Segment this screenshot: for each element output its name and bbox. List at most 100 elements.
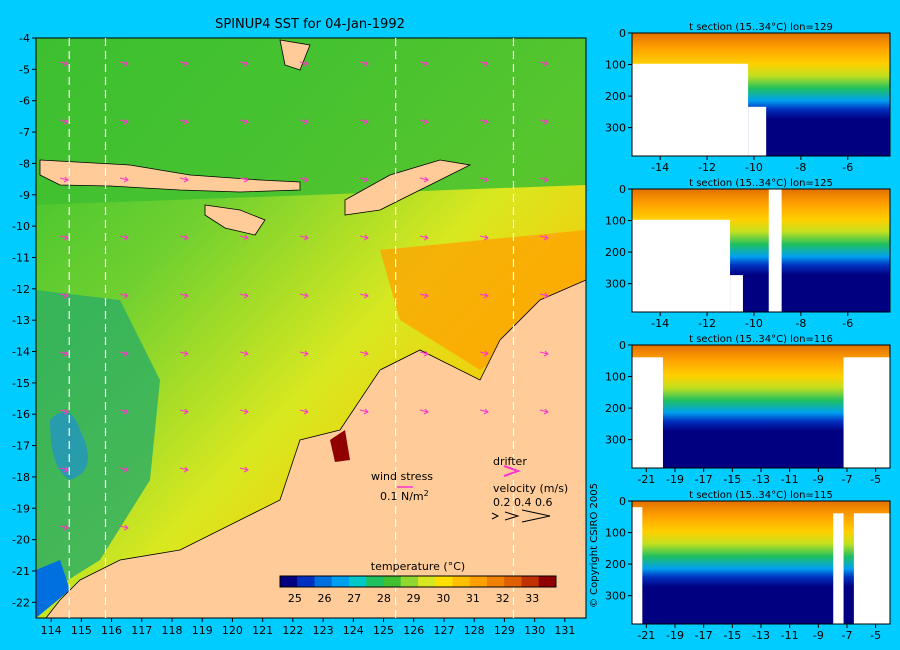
velocity-arrow (299, 292, 309, 299)
section-bottom-mask (730, 275, 743, 312)
velocity-arrow (239, 350, 249, 357)
section-x-tick-label: -10 (745, 161, 763, 174)
velocity-arrow (59, 176, 69, 183)
west-cool-patch (36, 290, 160, 600)
section-x-tick-label: -8 (795, 317, 806, 330)
colorbar-tick-label: 31 (466, 592, 480, 605)
velocity-values: 0.2 0.4 0.6 (493, 496, 552, 509)
section-x-tick-label: -15 (723, 473, 741, 486)
section-y-tick-label: 0 (619, 339, 626, 352)
velocity-arrow (119, 176, 129, 183)
section-bottom-mask (843, 357, 890, 468)
map-x-tick-label: 116 (101, 624, 122, 637)
section-y-tick-label: 200 (605, 90, 626, 103)
velocity-arrow (359, 408, 369, 415)
copyright: © Copyright CSIRO 2005 (589, 483, 600, 608)
map-x-tick-label: 129 (494, 624, 515, 637)
velocity-arrow (299, 234, 309, 241)
colorbar-tick-label: 33 (525, 592, 539, 605)
section-y-tick-label: 200 (605, 402, 626, 415)
velocity-arrow (359, 176, 369, 183)
velocity-arrow (239, 234, 249, 241)
velocity-arrow (119, 292, 129, 299)
section-lines (68, 38, 515, 618)
map-x-tick-label: 125 (373, 624, 394, 637)
section-x-tick-label: -17 (695, 629, 713, 642)
section-x-tick-label: -6 (842, 317, 853, 330)
map-y-tick-label: -20 (12, 534, 30, 547)
map-y-tick-label: -4 (19, 32, 30, 45)
section-x-tick-label: -5 (870, 473, 881, 486)
section-panel: t section (15..34°C) lon=129 -14 -12 -10 -8 -… (605, 22, 891, 174)
map-x-tick-label: 121 (252, 624, 273, 637)
colorbar (279, 575, 557, 588)
velocity-arrow (419, 176, 429, 183)
velocity-arrow (179, 234, 189, 241)
velocity-arrow (179, 176, 189, 183)
map-x-tick-label: 115 (71, 624, 92, 637)
colorbar-swatch (297, 576, 315, 587)
map-y-tick-label: -15 (12, 377, 30, 390)
map-x-tick-label: 124 (343, 624, 364, 637)
section-field (632, 501, 890, 624)
velocity-arrow (179, 408, 189, 415)
velocity-arrow (179, 466, 189, 473)
map-y-tick-label: -19 (12, 502, 30, 515)
section-x-tick-label: -9 (813, 629, 824, 642)
section-x-tick-label: -14 (651, 317, 669, 330)
colorbar-swatch (280, 576, 298, 587)
velocity-arrow (239, 60, 249, 67)
velocity-arrow (479, 292, 489, 299)
velocity-arrow (119, 60, 129, 67)
map-y-tick-label: -21 (12, 565, 30, 578)
section-y-tick-label: 300 (605, 122, 626, 135)
velocity-arrow (539, 408, 549, 415)
section-title: t section (15..34°C) lon=115 (689, 490, 833, 501)
map-y-tick-label: -11 (12, 251, 30, 264)
velocity-arrow (299, 408, 309, 415)
velocity-arrow (179, 292, 189, 299)
warm-coast-strip (330, 430, 350, 462)
map-x-tick-label: 122 (282, 624, 303, 637)
velocity-arrow (59, 234, 69, 241)
section-x-tick-label: -13 (752, 629, 770, 642)
island-sumba (204, 204, 266, 236)
section-y-tick-label: 100 (605, 527, 626, 540)
map-x-tick-label: 114 (41, 624, 62, 637)
velocity-arrow (179, 118, 189, 125)
colorbar-swatch (452, 576, 471, 587)
section-x-tick-label: -5 (870, 629, 881, 642)
section-y-tick-label: 300 (605, 590, 626, 603)
warm-northeast (380, 230, 586, 370)
section-bottom-mask (632, 219, 731, 312)
wind-stress-value: 0.1 N/m2 (380, 489, 429, 503)
colorbar-swatch (366, 576, 384, 587)
velocity-arrow (59, 524, 69, 531)
colorbar-tick-label: 29 (407, 592, 421, 605)
section-x-tick-label: -15 (723, 629, 741, 642)
velocity-arrow (119, 234, 129, 241)
drifter-icon (503, 465, 521, 477)
colorbar-swatch (504, 576, 522, 587)
velocity-arrow (419, 292, 429, 299)
section-y-tick-label: 0 (619, 27, 626, 40)
map-x-tick-label: 130 (524, 624, 545, 637)
colorbar-swatch (521, 576, 540, 587)
section-y-tick-label: 0 (619, 495, 626, 508)
velocity-arrow (539, 118, 549, 125)
velocity-arrow (479, 408, 489, 415)
section-y-tick-label: 100 (605, 215, 626, 228)
colorbar-tick-label: 27 (347, 592, 361, 605)
velocity-label: velocity (m/s) (493, 482, 568, 495)
colorbar-tick-label: 28 (377, 592, 391, 605)
section-x-tick-label: -19 (666, 473, 684, 486)
section-bottom-mask (768, 189, 782, 312)
colorbar-swatch (400, 576, 419, 587)
velocity-arrow (59, 118, 69, 125)
velocity-arrow (539, 292, 549, 299)
velocity-arrow (539, 234, 549, 241)
section-x-tick-label: -11 (781, 629, 799, 642)
section-panel: t section (15..34°C) lon=125 -14 -12 -10 -8 -… (605, 178, 891, 330)
section-y-tick-label: 300 (605, 278, 626, 291)
velocity-arrow (239, 466, 249, 473)
